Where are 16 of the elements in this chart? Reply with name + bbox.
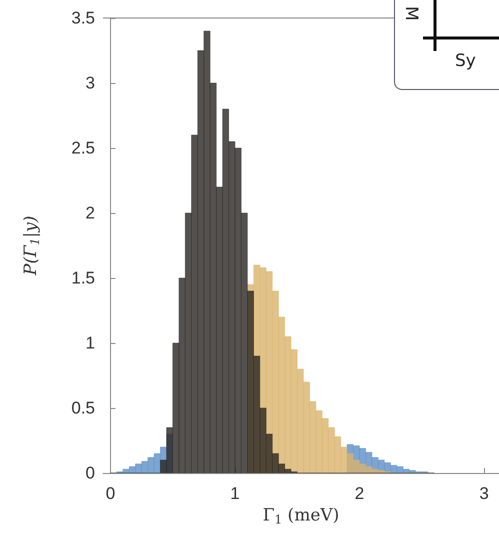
y-tick-label: 3.5 — [71, 8, 95, 28]
inset-panel: M Sy — [394, 0, 499, 90]
y-tick-label: 1 — [86, 334, 95, 352]
annotation: Sy — [455, 51, 476, 71]
x-tick-label: 1 — [230, 484, 240, 503]
annotation: M — [400, 6, 421, 21]
y-tick-label: 2.5 — [71, 138, 95, 158]
x-tick-label: 3 — [479, 484, 489, 503]
y-tick-label: 2 — [86, 204, 95, 222]
y-tick-label: 0.5 — [71, 398, 95, 418]
y-tick-label: 3 — [86, 74, 95, 92]
x-tick-label: 0 — [106, 484, 116, 503]
y-tick-label: 1.5 — [71, 268, 95, 288]
y-tick-label: 0 — [86, 464, 95, 482]
x-tick-label: 2 — [354, 484, 364, 503]
y-axis-title: P(Γ1|y) — [21, 216, 42, 276]
